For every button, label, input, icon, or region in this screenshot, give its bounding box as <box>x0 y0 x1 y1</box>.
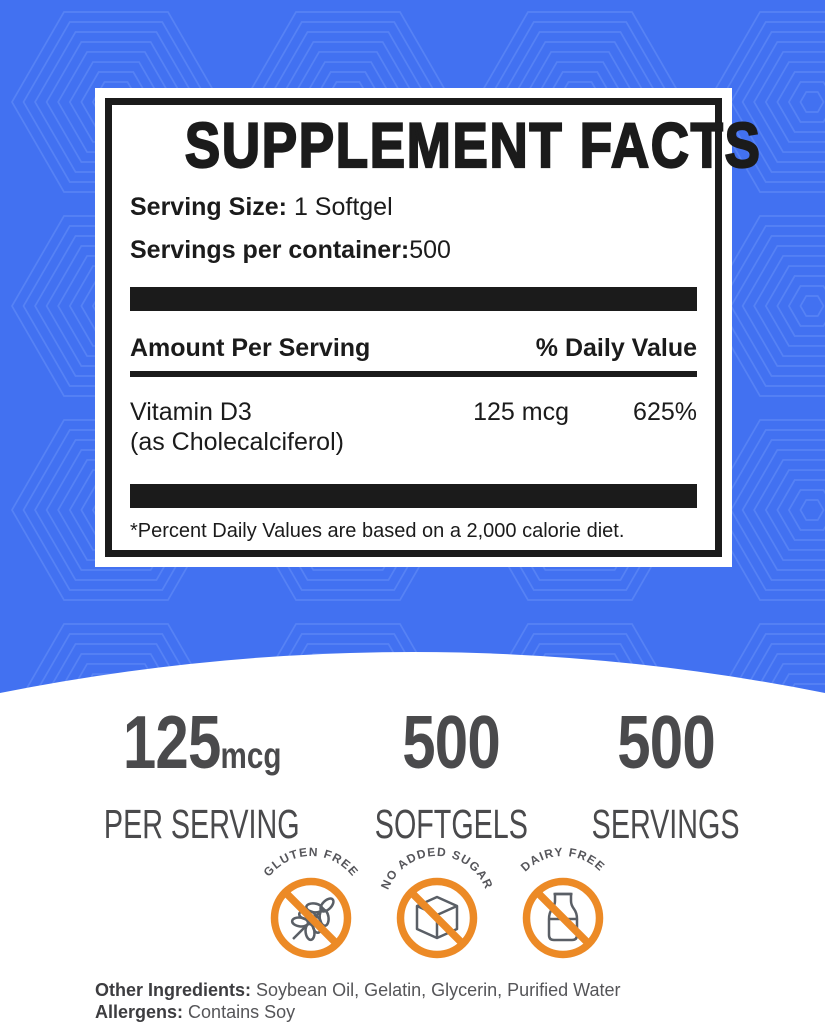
serving-size-label: Serving Size: <box>130 193 287 221</box>
daily-value-header: % Daily Value <box>535 334 697 362</box>
table-header-rule <box>130 371 697 377</box>
panel-border: SUPPLEMENT FACTS Serving Size: 1 Softgel… <box>105 98 761 557</box>
servings-per-container-label: Servings per container: <box>130 236 410 264</box>
allergens-value: Contains Soy <box>188 1002 296 1022</box>
table-header-row: Amount Per Serving % Daily Value <box>130 334 697 362</box>
stat-unit: mcg <box>220 735 282 776</box>
footer-ingredients: Other Ingredients: Soybean Oil, Gelatin,… <box>95 979 621 1023</box>
badge-arc-label: DAIRY FREE <box>518 846 608 874</box>
stat-softgels: 500 SOFTGELS <box>342 703 561 848</box>
wheat-icon <box>290 897 335 942</box>
badges-row: GLUTEN FREE <box>246 846 624 966</box>
separator-bar-top <box>130 287 697 311</box>
servings-per-container-row: Servings per container:500 <box>130 235 697 265</box>
supplement-facts-panel: SUPPLEMENT FACTS Serving Size: 1 Softgel… <box>95 88 761 567</box>
prohibition-circle <box>522 877 604 959</box>
stat-value: 125 <box>122 700 221 784</box>
nutrient-daily-value: 625% <box>633 398 697 426</box>
serving-size-row: Serving Size: 1 Softgel <box>130 192 697 222</box>
servings-per-container-value: 500 <box>409 236 451 264</box>
nutrient-amount: 125 mcg <box>473 398 569 426</box>
stat-servings: 500 SERVINGS <box>560 703 771 848</box>
serving-size-value: 1 Softgel <box>293 193 393 221</box>
stats-row: 125mcg PER SERVING 500 SOFTGELS 500 SERV… <box>0 703 825 848</box>
separator-bar-bottom <box>130 484 697 508</box>
badge-arc-label: GLUTEN FREE <box>260 846 361 879</box>
nutrient-row: Vitamin D3 (as Cholecalciferol) 125 mcg … <box>130 397 697 457</box>
nutrient-name: Vitamin D3 <box>130 398 252 426</box>
no-added-sugar-badge: NO ADDED SUGAR <box>378 846 495 959</box>
amount-per-serving-header: Amount Per Serving <box>130 334 371 362</box>
gluten-free-badge: GLUTEN FREE <box>260 846 361 959</box>
nutrient-name-block: Vitamin D3 (as Cholecalciferol) <box>130 397 429 457</box>
other-ingredients-value: Soybean Oil, Gelatin, Glycerin, Purified… <box>256 980 621 1000</box>
supplement-facts-title: SUPPLEMENT FACTS <box>184 111 762 181</box>
other-ingredients-label: Other Ingredients: <box>95 980 252 1000</box>
stat-value: 500 <box>616 700 716 784</box>
other-ingredients-line: Other Ingredients: Soybean Oil, Gelatin,… <box>95 979 621 1001</box>
prohibition-circle <box>396 877 478 959</box>
allergens-label: Allergens: <box>95 1002 184 1022</box>
nutrient-form: (as Cholecalciferol) <box>130 428 344 456</box>
dairy-free-badge: DAIRY FREE <box>518 846 608 959</box>
stat-value: 500 <box>401 700 501 784</box>
stat-label: SERVINGS <box>591 801 740 847</box>
stat-label: SOFTGELS <box>374 801 528 847</box>
allergens-line: Allergens: Contains Soy <box>95 1001 621 1023</box>
prohibition-circle <box>270 877 352 959</box>
daily-value-footnote: *Percent Daily Values are based on a 2,0… <box>130 520 625 542</box>
stat-per-serving: 125mcg PER SERVING <box>62 703 342 848</box>
stat-label: PER SERVING <box>103 801 300 847</box>
curve-divider <box>0 652 825 701</box>
